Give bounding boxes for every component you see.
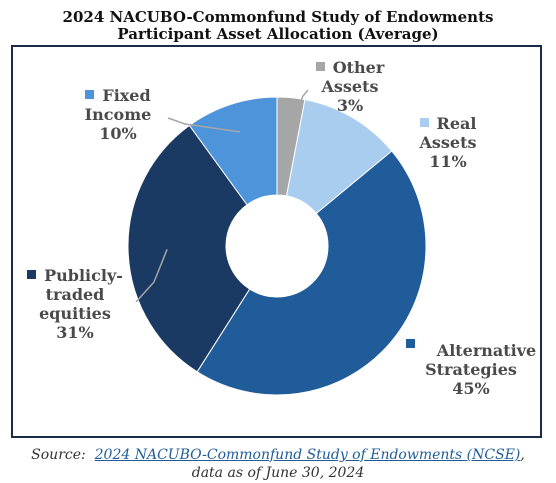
label-other-pct: 3% [336,96,364,115]
leader-line-other-assets [287,89,309,132]
source-link[interactable]: 2024 NACUBO-Commonfund Study of Endowmen… [94,447,521,463]
label-fixed-line1: Fixed [102,86,151,105]
label-public-line3: equities [39,304,111,323]
swatch-real-assets [419,118,429,127]
source-prefix: Source: [31,447,86,463]
slice-alternative-strategies [196,150,427,396]
label-public-line1: Publicly- [44,266,123,285]
slice-fixed-income [188,96,278,206]
chart-title-line1: 2024 NACUBO-Commonfund Study of Endowmen… [62,8,494,26]
chart-title-line2: Participant Asset Allocation (Average) [117,25,439,43]
swatch-fixed-income [85,90,95,99]
label-other-line1: Other [332,58,385,77]
swatch-alternative-strategies [405,339,415,348]
slice-publicly-traded-equities [127,124,251,373]
label-alt-line2: Strategies [425,360,517,379]
label-fixed-line2: Income [84,105,152,124]
chart-frame [11,45,542,438]
label-other-assets: Other Assets 3% [312,58,388,115]
label-public-line2: traded [45,285,105,304]
source-line: Source: 2024 NACUBO-Commonfund Study of … [0,446,556,464]
label-fixed-income: Fixed Income 10% [70,86,166,143]
source-date: data as of June 30, 2024 [191,465,365,481]
label-real-assets: Real Assets 11% [402,114,494,171]
leader-line-publicly-traded-equities [135,249,168,303]
label-real-pct: 11% [429,152,467,171]
swatch-other-assets [315,62,325,71]
label-alt-line1: Alternative [436,341,537,360]
label-alternative-strategies: Alternative Strategies 45% [395,339,547,398]
swatch-publicly-traded-equities [27,270,37,279]
label-fixed-pct: 10% [99,124,137,143]
label-other-line2: Assets [321,77,379,96]
leader-line-fixed-income [167,117,241,133]
label-real-line2: Assets [419,133,477,152]
slice-real-assets [285,99,393,215]
label-alt-pct: 45% [452,379,490,398]
label-public-pct: 31% [56,323,94,342]
label-real-line1: Real [436,114,477,133]
source-suffix: , [520,447,525,463]
label-publicly-traded-equities: Publicly- traded equities 31% [14,266,136,342]
